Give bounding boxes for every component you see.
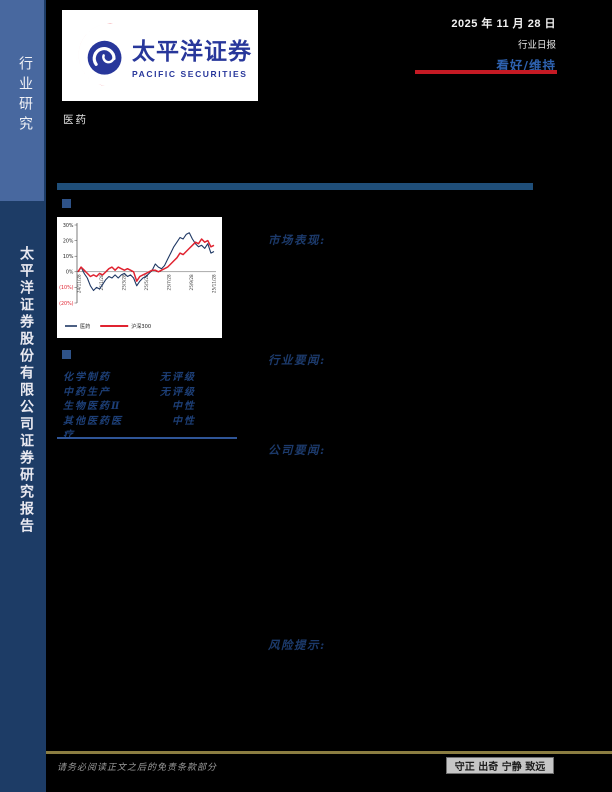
subindustry-name: 中药生产 [63,386,111,398]
y-tick-label: 30% [63,223,74,229]
series-line-沪深300 [77,238,215,282]
footer-rule [46,751,612,754]
section-heading-market: 市场表现: [268,233,326,247]
series-line-医药 [77,232,215,292]
table-row: 中药生产 无评级 [63,386,196,401]
section-heading-industry-news: 行业要闻: [268,353,326,367]
subindustry-name: 化学制药 [63,372,111,383]
sidebar-category-label: 行业研究 [17,56,33,136]
x-tick-label: 24/11/28 [77,274,82,293]
pacific-securities-logo-icon [67,12,129,99]
table-underline [57,437,237,439]
subindustry-rating: 中性 [172,401,196,412]
y-tick-label: 0% [66,270,74,276]
section-heading-company-news: 公司要闻: [268,443,326,457]
y-tick-label: (10%) [59,285,74,291]
logo-text-block: 太平洋证券 PACIFIC SECURITIES [132,32,252,79]
section-heading-risk: 风险提示: [268,638,326,652]
subindustry-name: 其他医药医疗 [63,415,123,442]
bullet-square-icon [62,199,71,208]
bullet-square-icon [62,350,71,359]
y-tick-label: (20%) [59,301,74,307]
legend-label: 医药 [80,323,90,330]
industry-rating: 看好/维持 [496,58,556,73]
subindustry-rating: 中性 [172,415,196,427]
x-tick-label: 25/3/28 [122,274,127,290]
company-motto-badge: 守正 出奇 宁静 致远 [446,757,554,774]
sidebar-company-label: 太平洋证券股份有限公司证券研究报告 [18,246,34,535]
disclaimer-text: 请务必阅读正文之后的免责条款部分 [57,763,218,773]
x-tick-label: 25/9/28 [189,274,194,290]
market-chart-svg: 30% 20% 10% 0% (10%) (20%) 24/11/28 25/1/28 25/3… [59,223,217,330]
market-performance-chart: 30% 20% 10% 0% (10%) (20%) 24/11/28 25/1/28 25/3… [57,217,222,338]
subindustry-rating: 无评级 [160,386,196,398]
x-tick-label: 25/7/28 [167,274,172,290]
y-tick-label: 20% [63,238,74,244]
red-accent-rule [415,70,557,74]
report-date: 2025 年 11 月 28 日 [451,18,556,30]
ratings-table: 化学制药 无评级 中药生产 无评级 生物医药Ⅱ 中性 其他医药医疗 中性 [63,371,196,444]
header-meta: 2025 年 11 月 28 日 行业日报 看好/维持 [451,15,556,74]
table-row: 其他医药医疗 中性 [63,415,196,444]
y-tick-label: 10% [63,254,74,260]
x-tick-label: 25/5/28 [144,274,149,290]
sidebar-light-strip [0,0,44,201]
logo-box: 太平洋证券 PACIFIC SECURITIES [62,10,258,101]
x-tick-label: 25/1/28 [99,274,104,290]
logo-name-en: PACIFIC SECURITIES [132,69,248,79]
legend-label: 沪深300 [131,323,151,330]
report-type: 行业日报 [517,40,556,51]
industry-label: 医药 [63,114,88,126]
subindustry-name: 生物医药Ⅱ [63,401,122,412]
section-divider-bar [57,183,533,190]
table-row: 化学制药 无评级 [63,371,196,386]
subindustry-rating: 无评级 [160,372,196,383]
x-tick-label: 25/11/28 [212,274,217,293]
logo-name-cn: 太平洋证券 [132,38,252,64]
table-row: 生物医药Ⅱ 中性 [63,400,196,415]
